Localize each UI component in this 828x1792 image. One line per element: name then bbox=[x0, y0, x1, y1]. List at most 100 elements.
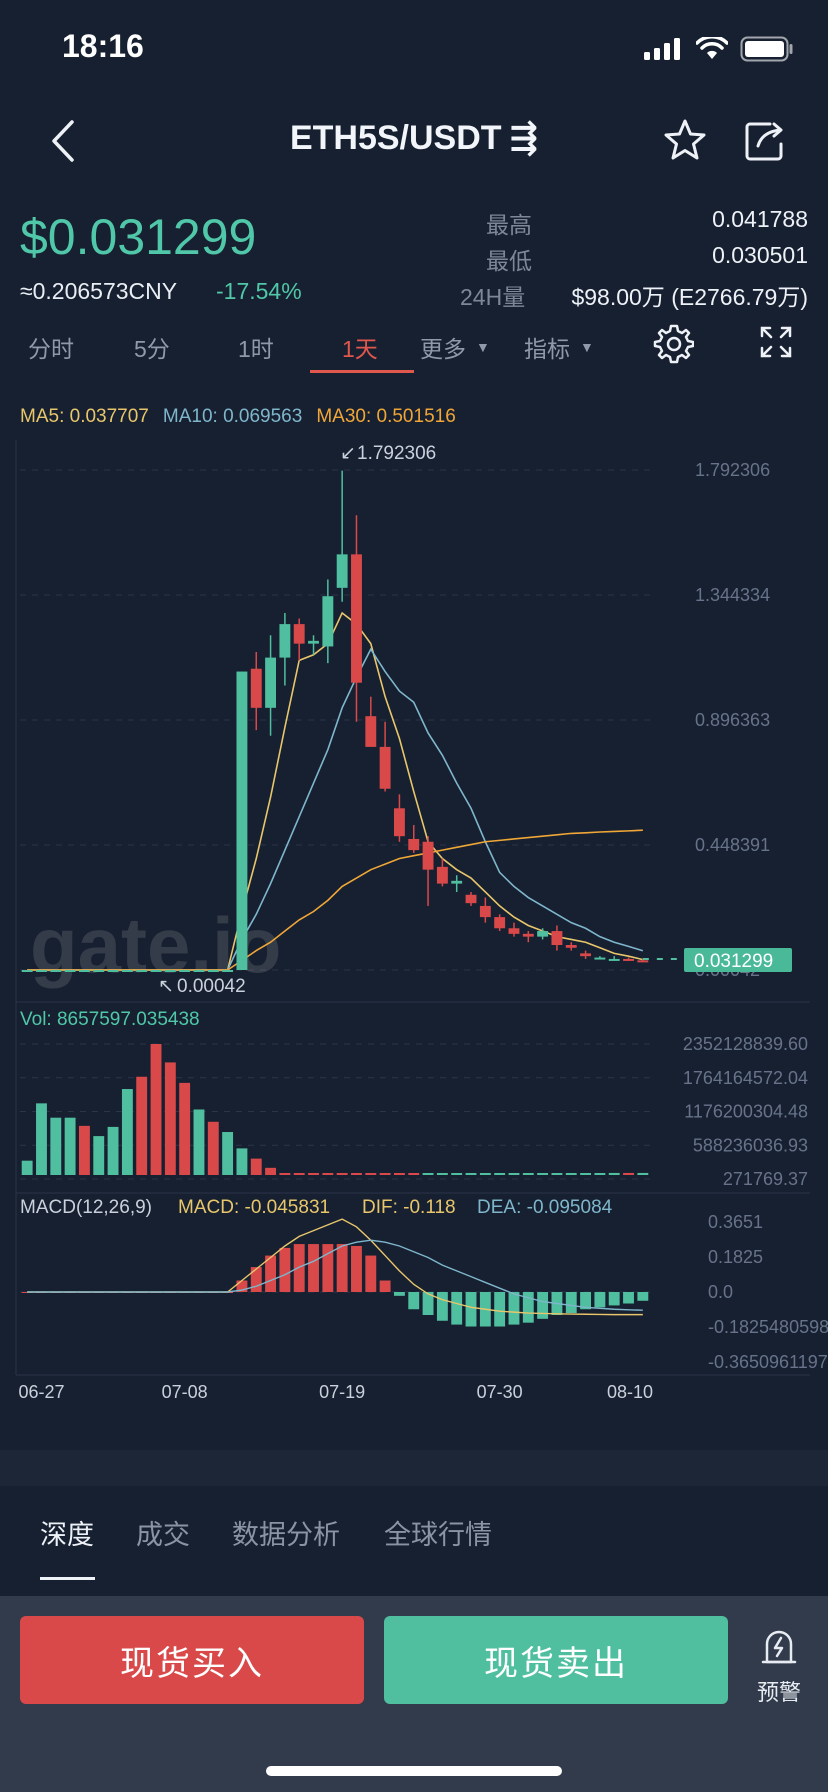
macd-bar bbox=[351, 1245, 362, 1292]
spot-sell-button[interactable]: 现货卖出 bbox=[384, 1616, 728, 1704]
macd-bar bbox=[265, 1255, 277, 1292]
chart-settings-button[interactable] bbox=[652, 322, 695, 369]
share-button[interactable] bbox=[740, 116, 790, 166]
volume-bar bbox=[393, 1173, 405, 1175]
macd-bar bbox=[637, 1292, 649, 1301]
candle-body bbox=[322, 596, 334, 647]
date-label: 06-27 bbox=[18, 1382, 64, 1402]
min-price-label: 0.00042 bbox=[177, 976, 246, 997]
volume-bar bbox=[623, 1172, 634, 1175]
candle-body bbox=[465, 894, 477, 904]
back-arrow-icon bbox=[52, 120, 74, 162]
macd-bar bbox=[422, 1292, 434, 1316]
candle-body bbox=[279, 624, 291, 658]
volume-bar bbox=[50, 1117, 62, 1175]
candle-body bbox=[494, 917, 506, 929]
volume-bar bbox=[508, 1173, 520, 1175]
candle-body bbox=[250, 668, 262, 708]
price-alert-label: 预警 bbox=[756, 1680, 801, 1705]
candle-body bbox=[436, 866, 448, 884]
macd-axis-label: -0.182548059876 bbox=[708, 1317, 828, 1337]
volume-bar bbox=[494, 1173, 506, 1175]
pair-title[interactable]: ETH5S/USDT ⇶ bbox=[0, 118, 828, 158]
spot-buy-button[interactable]: 现货买入 bbox=[20, 1616, 364, 1704]
macd-bar bbox=[236, 1280, 248, 1292]
min-annotation-arrow: ↖ bbox=[158, 976, 174, 997]
signal-icon bbox=[644, 38, 680, 60]
volume-bar bbox=[293, 1173, 305, 1175]
macd-bar bbox=[293, 1244, 305, 1292]
volume-bar bbox=[408, 1173, 420, 1175]
volume-bar bbox=[379, 1173, 391, 1175]
kline-chart[interactable]: gate.io 1.7923061.3443340.8963630.448391… bbox=[0, 430, 828, 1450]
tab-global-market[interactable]: 全球行情 bbox=[384, 1520, 492, 1550]
volume-bar bbox=[580, 1173, 592, 1175]
candle-body bbox=[164, 970, 176, 973]
tab-1hour[interactable]: 1时 bbox=[238, 336, 274, 362]
macd-bar bbox=[465, 1292, 477, 1327]
tab-1day[interactable]: 1天 bbox=[342, 336, 378, 362]
fullscreen-button[interactable] bbox=[758, 324, 794, 365]
volume-axis-label: 1176200304.48 bbox=[684, 1102, 808, 1122]
tab-more[interactable]: 更多 ▼ bbox=[420, 330, 490, 364]
candle-body bbox=[608, 958, 620, 961]
candle-body bbox=[565, 945, 577, 948]
price-alert-button[interactable]: 预警 bbox=[748, 1626, 810, 1705]
candle-body bbox=[50, 970, 62, 973]
macd-bar bbox=[451, 1292, 463, 1325]
macd-bar bbox=[308, 1244, 319, 1292]
macd-bar bbox=[336, 1244, 348, 1292]
candle-body bbox=[623, 958, 634, 961]
volume-bar bbox=[78, 1125, 90, 1175]
macd-bar bbox=[379, 1280, 391, 1292]
back-button[interactable] bbox=[44, 116, 84, 166]
tab-analysis[interactable]: 数据分析 bbox=[232, 1520, 340, 1550]
price-cny: ≈0.206573CNY bbox=[20, 278, 178, 304]
candle-body bbox=[580, 953, 592, 957]
candle-body bbox=[422, 841, 434, 870]
candle-body bbox=[537, 931, 549, 937]
date-label: 07-30 bbox=[477, 1382, 523, 1402]
tab-more-label: 更多 bbox=[420, 336, 466, 362]
macd-bar bbox=[594, 1292, 606, 1308]
tab-timeshare[interactable]: 分时 bbox=[28, 336, 74, 362]
volume-bar bbox=[522, 1173, 534, 1175]
tab-indicator[interactable]: 指标 ▼ bbox=[524, 330, 594, 364]
volume-bar bbox=[250, 1158, 262, 1175]
tab-trades[interactable]: 成交 bbox=[136, 1520, 190, 1550]
dea-line bbox=[27, 1239, 643, 1311]
candle-body bbox=[21, 970, 33, 973]
tab-depth[interactable]: 深度 bbox=[40, 1520, 94, 1550]
star-icon bbox=[664, 119, 706, 160]
tab-5min[interactable]: 5分 bbox=[134, 336, 170, 362]
macd-bar bbox=[365, 1255, 377, 1292]
ma-legend: MA5: 0.037707 MA10: 0.069563 MA30: 0.501… bbox=[20, 406, 456, 428]
volume-bar bbox=[36, 1103, 47, 1175]
date-label: 08-10 bbox=[607, 1382, 653, 1402]
caret-down-icon: ▼ bbox=[580, 339, 594, 355]
favorite-button[interactable] bbox=[660, 116, 710, 166]
volume-bar bbox=[351, 1173, 362, 1175]
macd-bar bbox=[279, 1247, 291, 1292]
info-tab-indicator bbox=[40, 1577, 95, 1580]
candle-body bbox=[36, 970, 47, 973]
macd-lines bbox=[27, 1218, 643, 1316]
volume-label: 24H量 bbox=[460, 284, 526, 310]
high-value: 0.041788 bbox=[712, 206, 808, 232]
volume-bar bbox=[422, 1173, 434, 1175]
macd-bar bbox=[494, 1292, 506, 1327]
low-label: 最低 bbox=[486, 248, 532, 274]
candle-body bbox=[293, 624, 305, 644]
candle-body bbox=[150, 970, 162, 973]
volume-bar bbox=[537, 1173, 549, 1175]
candle-body bbox=[222, 970, 234, 973]
macd-legend: MACD(12,26,9) MACD: -0.045831 DIF: -0.11… bbox=[20, 1197, 613, 1218]
candle-body bbox=[351, 554, 362, 683]
pair-title-text: ETH5S/USDT bbox=[289, 119, 502, 157]
macd-axis-label: 0.1825 bbox=[708, 1247, 763, 1267]
share-icon bbox=[745, 122, 783, 161]
candle-body bbox=[93, 970, 105, 973]
home-indicator bbox=[266, 1766, 562, 1776]
volume-axis-label: 588236036.93 bbox=[693, 1135, 808, 1155]
